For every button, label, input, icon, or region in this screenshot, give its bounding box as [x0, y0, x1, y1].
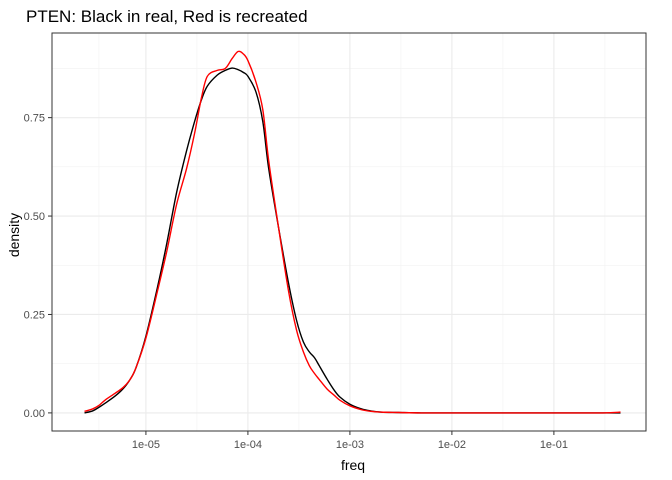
x-tick-label: 1e-02	[438, 439, 466, 451]
y-tick-label: 0.75	[24, 113, 45, 125]
y-axis-title: density	[6, 213, 22, 257]
chart-title: PTEN: Black in real, Red is recreated	[26, 7, 308, 26]
series-lines	[84, 50, 621, 414]
series-line-2	[84, 50, 621, 414]
plot-border	[51, 32, 647, 432]
grid-lines	[52, 33, 646, 431]
x-tick-label: 1e-03	[336, 439, 364, 451]
y-tick-label: 0.50	[24, 211, 45, 223]
plot-panel	[52, 33, 646, 431]
x-axis-title: freq	[341, 457, 365, 473]
x-tick-label: 1e-05	[132, 439, 160, 451]
y-tick-label: 0.00	[24, 408, 45, 420]
y-tick-label: 0.25	[24, 309, 45, 321]
x-tick-label: 1e-01	[540, 439, 568, 451]
x-axis: 1e-05 1e-04 1e-03 1e-02 1e-01	[132, 431, 568, 451]
x-tick-label: 1e-04	[234, 439, 262, 451]
y-axis: 0.00 0.25 0.50 0.75	[24, 113, 52, 420]
